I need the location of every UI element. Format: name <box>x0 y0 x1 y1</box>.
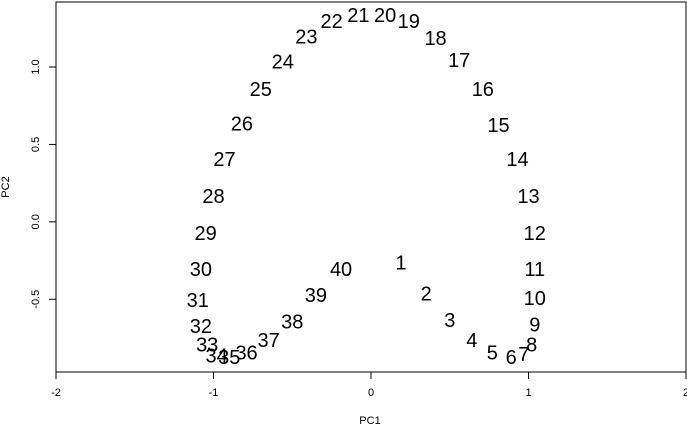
point-label-28: 28 <box>202 186 224 208</box>
point-label-5: 5 <box>487 342 498 364</box>
point-label-38: 38 <box>281 311 303 333</box>
point-label-14: 14 <box>506 149 528 171</box>
x-tick-label: 1 <box>525 387 531 399</box>
point-label-40: 40 <box>330 259 352 281</box>
x-tick-label: 0 <box>368 387 374 399</box>
point-label-10: 10 <box>524 288 546 310</box>
point-label-33: 33 <box>196 335 218 357</box>
point-label-35: 35 <box>218 347 240 369</box>
point-label-15: 15 <box>487 115 509 137</box>
point-label-11: 11 <box>524 259 545 281</box>
x-tick-label: 2 <box>683 387 687 399</box>
point-label-17: 17 <box>448 50 470 72</box>
y-tick-label: 1.0 <box>30 59 42 74</box>
x-axis-title: PC1 <box>359 415 380 427</box>
y-axis: -0.5 0.0 0.5 1.0 <box>30 59 57 309</box>
y-axis-title: PC2 <box>0 176 12 197</box>
point-label-21: 21 <box>347 5 369 27</box>
point-label-30: 30 <box>190 259 212 281</box>
x-axis: -2 -1 0 1 2 <box>51 371 687 399</box>
x-tick-label: -2 <box>51 387 61 399</box>
y-tick-label: -0.5 <box>30 290 42 309</box>
point-label-25: 25 <box>250 79 272 101</box>
point-label-12: 12 <box>524 223 546 245</box>
point-label-13: 13 <box>517 186 539 208</box>
point-label-8: 8 <box>526 335 537 357</box>
point-label-22: 22 <box>321 11 343 33</box>
point-label-31: 31 <box>187 290 209 312</box>
point-label-24: 24 <box>272 51 294 73</box>
point-label-3: 3 <box>444 310 455 332</box>
point-label-19: 19 <box>398 11 420 33</box>
y-tick-label: 0.0 <box>30 214 42 229</box>
point-label-1: 1 <box>395 253 406 275</box>
point-label-9: 9 <box>529 315 540 337</box>
point-label-23: 23 <box>295 27 317 49</box>
x-tick-label: -1 <box>209 387 219 399</box>
y-tick-label: 0.5 <box>30 137 42 152</box>
point-label-6: 6 <box>506 347 517 369</box>
point-label-34: 34 <box>206 346 228 368</box>
point-label-4: 4 <box>466 330 477 352</box>
point-label-39: 39 <box>305 285 327 307</box>
point-label-27: 27 <box>213 149 235 171</box>
point-label-18: 18 <box>424 28 446 50</box>
point-label-20: 20 <box>374 5 396 27</box>
point-label-2: 2 <box>421 284 432 306</box>
plot-frame <box>55 1 687 373</box>
point-label-36: 36 <box>235 342 257 364</box>
point-label-16: 16 <box>472 79 494 101</box>
point-label-37: 37 <box>258 330 280 352</box>
point-label-29: 29 <box>195 223 217 245</box>
point-label-32: 32 <box>190 316 212 338</box>
point-label-26: 26 <box>231 113 253 135</box>
point-label-7: 7 <box>518 344 529 366</box>
